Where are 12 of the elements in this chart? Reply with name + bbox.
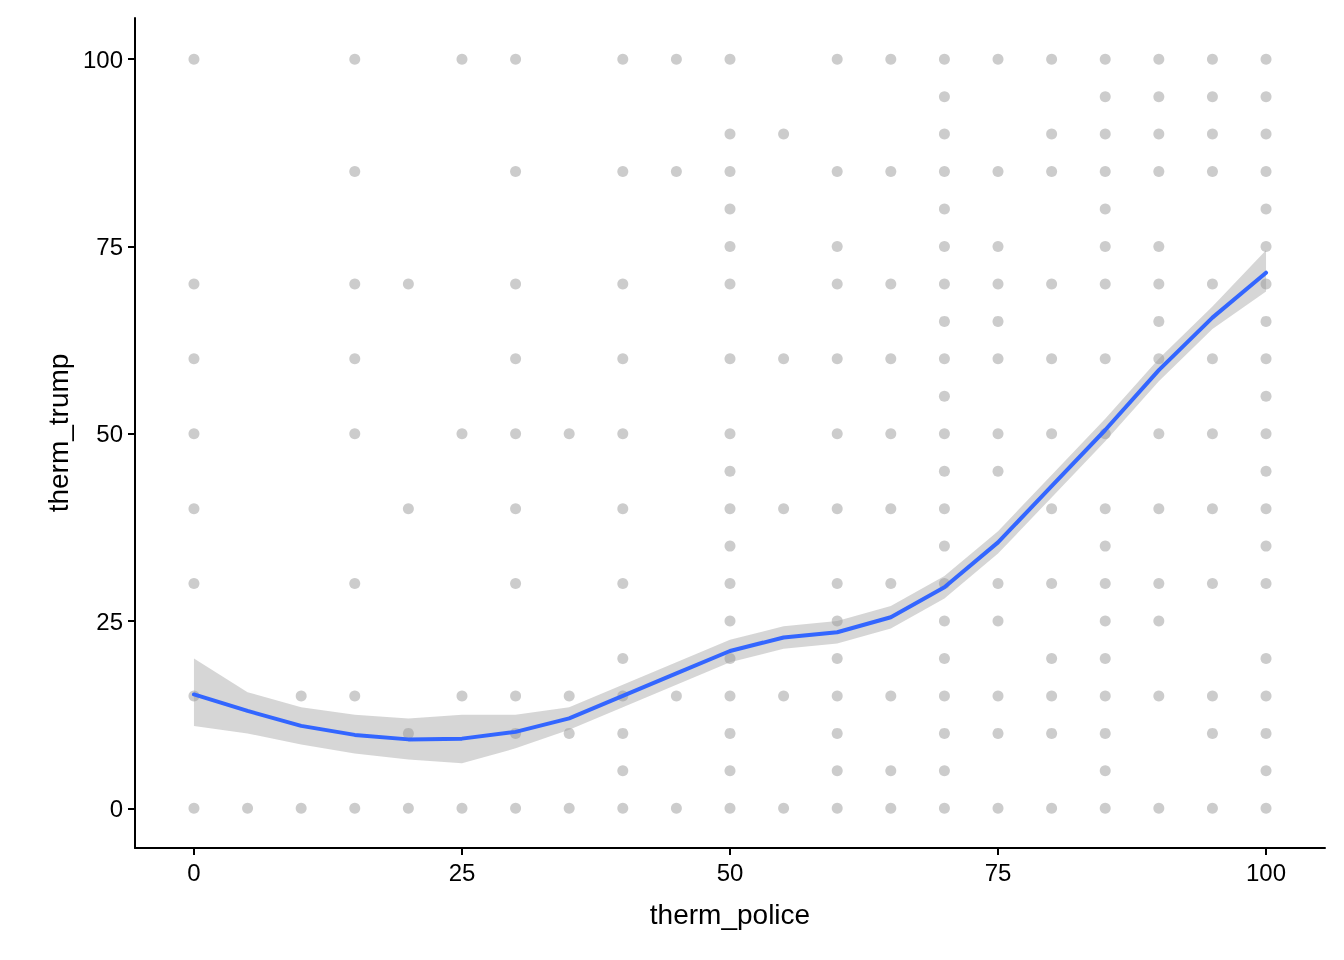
y-axis-title: therm_trump [42,353,74,513]
x-tick-label: 75 [984,858,1012,886]
y-tick-label: 100 [82,45,123,73]
y-tick-label: 50 [96,420,123,448]
y-tick-label: 75 [96,232,123,260]
x-tick-label: 0 [187,858,201,886]
x-tick-label: 100 [1246,858,1287,886]
y-tick-label: 0 [109,794,123,822]
x-tick-label: 50 [716,858,744,886]
x-axis-title: therm_police [649,898,811,930]
x-tick-label: 25 [448,858,476,886]
y-tick-label: 25 [96,607,123,635]
